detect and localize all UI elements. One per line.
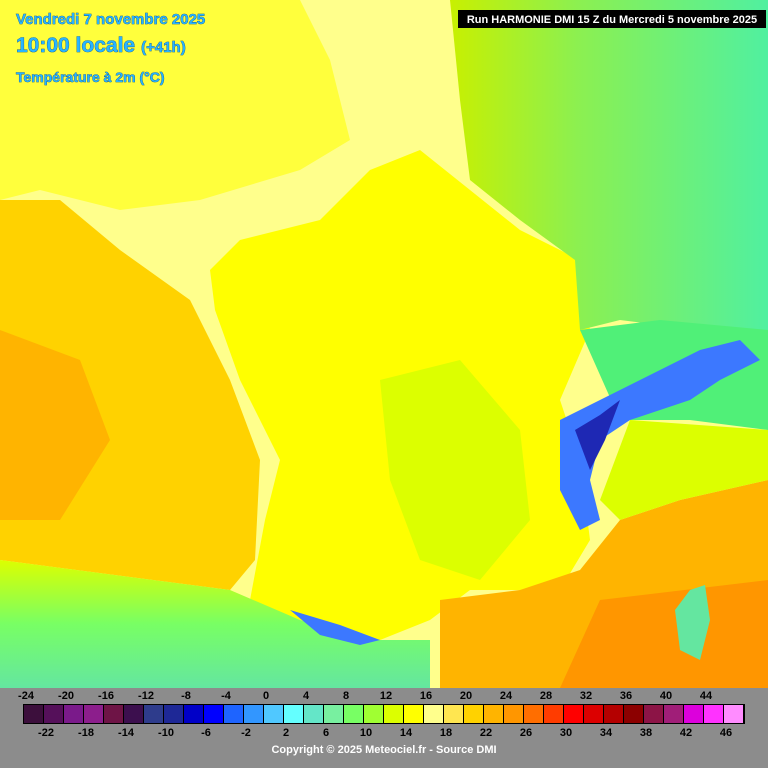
legend-swatch xyxy=(204,705,223,723)
central-europe xyxy=(450,0,768,350)
legend-tick-label: -4 xyxy=(221,690,232,702)
legend-swatch xyxy=(624,705,643,723)
legend-tick-label: -22 xyxy=(38,727,54,739)
legend-tick-label: 0 xyxy=(263,690,269,702)
legend-tick-label: -16 xyxy=(98,690,114,702)
legend-tick-label: 12 xyxy=(380,690,392,702)
legend-swatch xyxy=(584,705,603,723)
legend-tick-label: 36 xyxy=(620,690,632,702)
legend-swatch xyxy=(424,705,443,723)
legend-tick-label: -8 xyxy=(181,690,191,702)
legend-swatch xyxy=(404,705,423,723)
legend-tick-label: 6 xyxy=(323,727,329,739)
legend-swatch xyxy=(464,705,483,723)
copyright: Copyright © 2025 Meteociel.fr - Source D… xyxy=(271,744,496,756)
corsica xyxy=(675,585,710,660)
legend-tick-label: -14 xyxy=(118,727,135,739)
legend-tick-label: 8 xyxy=(343,690,349,702)
legend-swatch xyxy=(84,705,103,723)
legend-tick-label: 32 xyxy=(580,690,592,702)
date-line: Vendredi 7 novembre 2025 xyxy=(16,11,205,28)
pyrenees xyxy=(290,610,380,645)
legend-tick-label: 26 xyxy=(520,727,532,739)
massif-central xyxy=(380,360,530,580)
run-info: Run HARMONIE DMI 15 Z du Mercredi 5 nove… xyxy=(467,14,757,26)
legend-swatch xyxy=(224,705,243,723)
legend-swatch xyxy=(684,705,703,723)
legend-swatch xyxy=(324,705,343,723)
legend-tick-label: -18 xyxy=(78,727,94,739)
legend-tick-label: 4 xyxy=(303,690,310,702)
legend-tick-label: 18 xyxy=(440,727,452,739)
legend-swatch xyxy=(564,705,583,723)
spain-north xyxy=(0,560,430,688)
legend-swatch xyxy=(304,705,323,723)
legend-swatch xyxy=(124,705,143,723)
legend-swatch xyxy=(644,705,663,723)
legend-tick-label: 16 xyxy=(420,690,432,702)
legend-swatch xyxy=(284,705,303,723)
legend-swatch xyxy=(444,705,463,723)
legend-tick-label: 30 xyxy=(560,727,572,739)
local-time: 10:00 locale xyxy=(16,34,135,57)
legend-swatch xyxy=(544,705,563,723)
legend-swatch xyxy=(244,705,263,723)
legend-swatch xyxy=(344,705,363,723)
uk-land xyxy=(0,0,350,210)
legend-tick-label: 38 xyxy=(640,727,652,739)
legend-tick-label: -20 xyxy=(58,690,74,702)
legend-swatch xyxy=(524,705,543,723)
legend-tick-label: 28 xyxy=(540,690,552,702)
legend-tick-label: 10 xyxy=(360,727,372,739)
legend-tick-label: 44 xyxy=(700,690,713,702)
time-offset: (+41h) xyxy=(141,39,186,56)
legend-swatch xyxy=(724,705,743,723)
po-valley xyxy=(600,420,768,520)
legend-swatch xyxy=(704,705,723,723)
legend-swatch xyxy=(384,705,403,723)
legend-tick-label: -6 xyxy=(201,727,211,739)
legend: -24-22-20-18-16-14-12-10-8-6-4-202468101… xyxy=(18,690,745,739)
legend-swatch xyxy=(504,705,523,723)
legend-swatch xyxy=(24,705,43,723)
mediterranean-warm xyxy=(560,580,768,688)
legend-swatch xyxy=(184,705,203,723)
legend-tick-label: -10 xyxy=(158,727,174,739)
legend-tick-label: 46 xyxy=(720,727,732,739)
legend-tick-label: 42 xyxy=(680,727,692,739)
run-info-box xyxy=(458,10,766,28)
legend-swatch xyxy=(144,705,163,723)
variable-label: Température à 2m (°C) xyxy=(16,69,165,85)
legend-swatch xyxy=(364,705,383,723)
legend-tick-label: 34 xyxy=(600,727,613,739)
legend-tick-label: 40 xyxy=(660,690,672,702)
alps-high xyxy=(575,400,620,470)
legend-swatch xyxy=(44,705,63,723)
time-line: 10:00 locale (+41h) xyxy=(16,34,186,57)
legend-swatch xyxy=(64,705,83,723)
legend-tick-label: 2 xyxy=(283,727,289,739)
atlantic-warm xyxy=(0,330,110,520)
legend-tick-label: 20 xyxy=(460,690,472,702)
legend-swatch xyxy=(164,705,183,723)
legend-tick-label: 24 xyxy=(500,690,513,702)
legend-tick-label: 22 xyxy=(480,727,492,739)
legend-swatch xyxy=(604,705,623,723)
legend-swatch xyxy=(264,705,283,723)
legend-tick-label: 14 xyxy=(400,727,413,739)
legend-tick-label: -12 xyxy=(138,690,154,702)
legend-swatch xyxy=(104,705,123,723)
legend-swatch xyxy=(484,705,503,723)
legend-tick-label: -2 xyxy=(241,727,251,739)
legend-tick-label: -24 xyxy=(18,690,35,702)
legend-swatch xyxy=(664,705,683,723)
